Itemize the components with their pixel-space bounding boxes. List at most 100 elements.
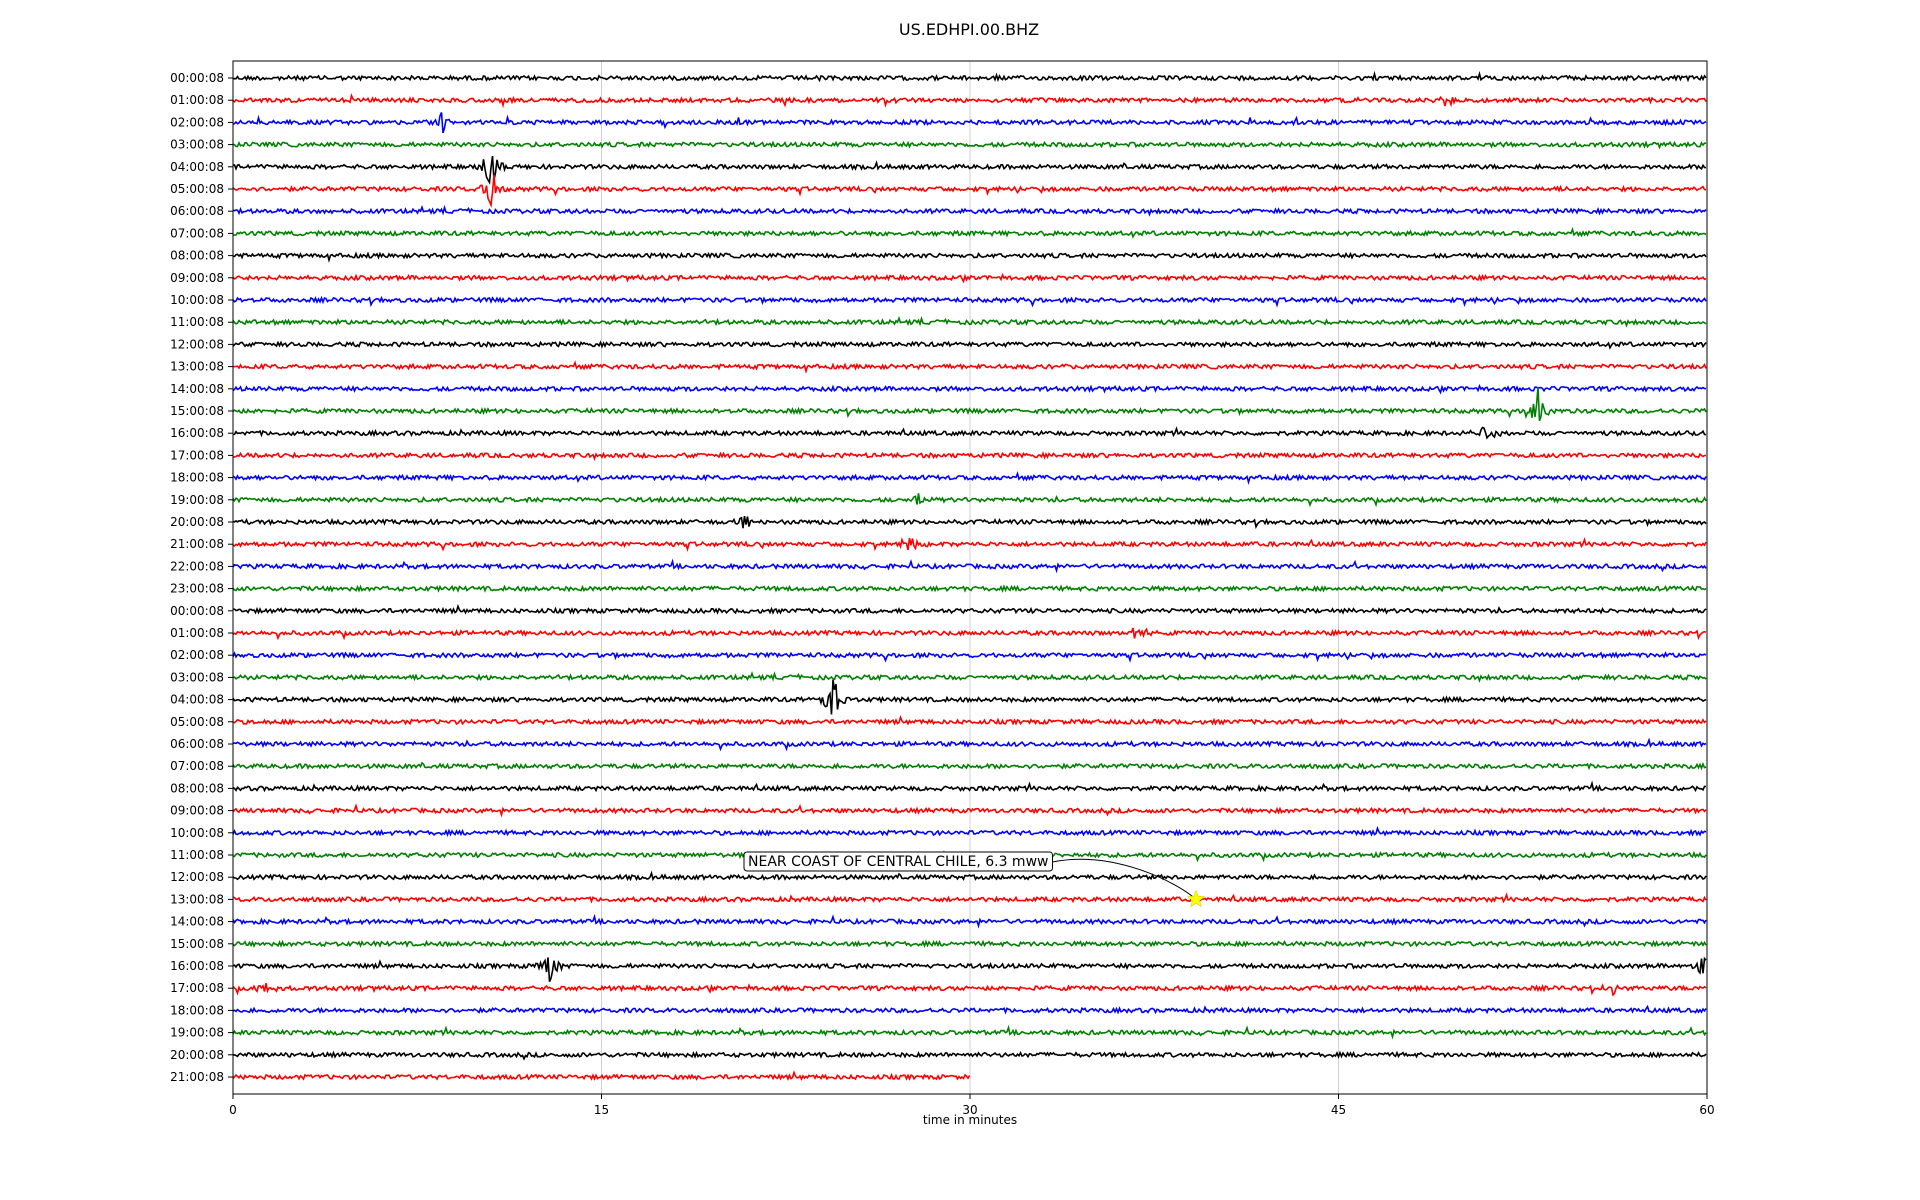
trace-row-45 xyxy=(232,1070,971,1081)
trace-row-22 xyxy=(232,558,1707,574)
trace-row-23 xyxy=(232,584,1707,593)
x-axis-label: time in minutes xyxy=(923,1113,1017,1127)
trace-group xyxy=(232,70,1707,1081)
y-tick-label-39: 15:00:08 xyxy=(170,937,224,951)
y-tick-label-31: 07:00:08 xyxy=(170,759,224,773)
y-tick-label-14: 14:00:08 xyxy=(170,382,224,396)
y-tick-label-10: 10:00:08 xyxy=(170,293,224,307)
trace-row-16 xyxy=(232,426,1707,440)
y-tick-label-40: 16:00:08 xyxy=(170,959,224,973)
trace-row-32 xyxy=(232,780,1707,793)
trace-row-27 xyxy=(232,671,1707,683)
trace-row-13 xyxy=(232,360,1707,374)
trace-row-24 xyxy=(232,603,1707,615)
trace-row-4 xyxy=(232,155,1707,185)
y-tick-label-35: 11:00:08 xyxy=(170,848,224,862)
trace-row-0 xyxy=(232,70,1707,83)
trace-row-42 xyxy=(232,1004,1707,1015)
y-tick-label-24: 00:00:08 xyxy=(170,604,224,618)
trace-row-7 xyxy=(232,226,1707,239)
y-tick-label-20: 20:00:08 xyxy=(170,515,224,529)
y-tick-label-32: 08:00:08 xyxy=(170,781,224,795)
annotation-text: NEAR COAST OF CENTRAL CHILE, 6.3 mww xyxy=(748,854,1048,870)
trace-row-17 xyxy=(232,451,1706,461)
y-tick-label-6: 06:00:08 xyxy=(170,204,224,218)
y-tick-label-42: 18:00:08 xyxy=(170,1003,224,1017)
trace-row-38 xyxy=(232,913,1707,929)
trace-row-20 xyxy=(232,515,1707,530)
y-tick-label-13: 13:00:08 xyxy=(170,360,224,374)
trace-row-36 xyxy=(232,870,1707,882)
x-tick-label-15: 15 xyxy=(594,1103,609,1117)
y-tick-label-36: 12:00:08 xyxy=(170,870,224,884)
y-tick-label-18: 18:00:08 xyxy=(170,471,224,485)
annotation-box xyxy=(743,851,1053,872)
y-tick-label-33: 09:00:08 xyxy=(170,804,224,818)
y-tick-label-43: 19:00:08 xyxy=(170,1026,224,1040)
y-tick-label-21: 21:00:08 xyxy=(170,537,224,551)
trace-row-28 xyxy=(232,679,1707,715)
trace-row-34 xyxy=(232,825,1707,838)
trace-row-39 xyxy=(232,939,1707,949)
event-star-icon xyxy=(1186,889,1206,908)
y-tick-label-17: 17:00:08 xyxy=(170,448,224,462)
trace-row-15 xyxy=(232,387,1707,422)
trace-row-9 xyxy=(232,272,1707,284)
trace-row-19 xyxy=(232,493,1707,508)
y-tick-label-27: 03:00:08 xyxy=(170,670,224,684)
x-tick-label-45: 45 xyxy=(1331,1103,1346,1117)
y-tick-label-34: 10:00:08 xyxy=(170,826,224,840)
y-tick-label-4: 04:00:08 xyxy=(170,160,224,174)
y-tick-label-2: 02:00:08 xyxy=(170,115,224,129)
trace-row-8 xyxy=(232,251,1707,263)
trace-row-33 xyxy=(232,803,1707,818)
trace-row-26 xyxy=(232,651,1707,664)
x-tick-label-30: 30 xyxy=(962,1103,977,1117)
trace-row-10 xyxy=(232,295,1707,308)
y-tick-label-45: 21:00:08 xyxy=(170,1070,224,1084)
y-tick-label-23: 23:00:08 xyxy=(170,582,224,596)
y-tick-label-3: 03:00:08 xyxy=(170,138,224,152)
y-tick-label-0: 00:00:08 xyxy=(170,71,224,85)
trace-row-37 xyxy=(232,892,1707,904)
x-tick-labels: 0 15 30 45 60 xyxy=(229,1094,1715,1117)
x-tick-label-0: 0 xyxy=(229,1103,237,1117)
trace-row-6 xyxy=(232,204,1707,217)
trace-row-11 xyxy=(232,315,1707,328)
y-tick-label-5: 05:00:08 xyxy=(170,182,224,196)
chart-title: US.EDHPI.00.BHZ xyxy=(899,20,1039,39)
trace-row-5 xyxy=(232,174,1707,209)
trace-row-43 xyxy=(232,1024,1707,1040)
y-tick-label-25: 01:00:08 xyxy=(170,626,224,640)
trace-row-41 xyxy=(232,982,1707,997)
y-tick-label-16: 16:00:08 xyxy=(170,426,224,440)
annotation-arrow xyxy=(1052,858,1197,900)
y-tick-label-1: 01:00:08 xyxy=(170,93,224,107)
x-tick-label-60: 60 xyxy=(1699,1103,1714,1117)
trace-row-30 xyxy=(232,737,1707,752)
y-tick-label-7: 07:00:08 xyxy=(170,226,224,240)
y-tick-label-28: 04:00:08 xyxy=(170,693,224,707)
trace-row-25 xyxy=(232,627,1707,641)
y-tick-label-19: 19:00:08 xyxy=(170,493,224,507)
y-tick-label-22: 22:00:08 xyxy=(170,559,224,573)
trace-row-31 xyxy=(232,761,1707,771)
trace-row-40 xyxy=(232,956,1707,983)
trace-row-29 xyxy=(232,714,1707,726)
y-tick-labels: 00:00:08 01:00:08 02:00:08 03:00:08 04:00:08… xyxy=(170,71,233,1084)
trace-row-2 xyxy=(232,112,1707,134)
y-tick-label-8: 08:00:08 xyxy=(170,249,224,263)
y-tick-label-30: 06:00:08 xyxy=(170,737,224,751)
y-tick-label-26: 02:00:08 xyxy=(170,648,224,662)
y-tick-label-38: 14:00:08 xyxy=(170,915,224,929)
trace-row-3 xyxy=(232,140,1707,150)
plot-frame xyxy=(232,60,1708,1095)
event-annotation: NEAR COAST OF CENTRAL CHILE, 6.3 mww xyxy=(743,851,1206,908)
trace-row-18 xyxy=(232,471,1707,485)
y-tick-label-11: 11:00:08 xyxy=(170,315,224,329)
trace-row-12 xyxy=(232,340,1707,350)
y-tick-label-9: 09:00:08 xyxy=(170,271,224,285)
y-tick-label-37: 13:00:08 xyxy=(170,892,224,906)
y-tick-label-29: 05:00:08 xyxy=(170,715,224,729)
